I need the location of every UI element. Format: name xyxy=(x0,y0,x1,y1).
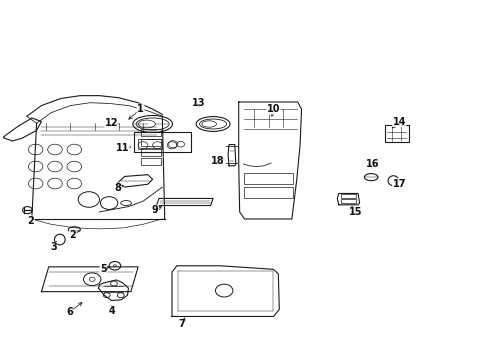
Text: 14: 14 xyxy=(392,117,405,126)
Text: 12: 12 xyxy=(104,118,118,128)
Bar xyxy=(140,158,161,166)
Text: 10: 10 xyxy=(266,104,280,114)
Text: 4: 4 xyxy=(108,306,115,316)
Text: 17: 17 xyxy=(392,179,405,189)
Bar xyxy=(140,148,161,156)
Text: 2: 2 xyxy=(27,216,34,226)
Bar xyxy=(138,139,162,149)
Bar xyxy=(134,132,191,152)
Text: 18: 18 xyxy=(211,156,224,166)
Text: 1: 1 xyxy=(137,104,143,114)
Text: 5: 5 xyxy=(100,264,106,274)
Text: 6: 6 xyxy=(66,307,73,317)
Bar xyxy=(341,194,355,198)
Bar xyxy=(244,173,292,184)
Text: 16: 16 xyxy=(365,159,379,169)
Text: 3: 3 xyxy=(50,242,57,252)
Bar xyxy=(244,187,292,198)
Bar xyxy=(140,129,161,136)
Text: 2: 2 xyxy=(69,230,76,240)
Bar xyxy=(140,139,161,145)
Text: 8: 8 xyxy=(114,183,121,193)
Bar xyxy=(341,199,355,203)
Text: 11: 11 xyxy=(116,143,129,153)
Text: 13: 13 xyxy=(191,98,205,108)
Bar xyxy=(384,125,408,142)
Text: 9: 9 xyxy=(151,205,158,215)
Text: 15: 15 xyxy=(348,207,362,217)
Text: 7: 7 xyxy=(178,319,184,329)
